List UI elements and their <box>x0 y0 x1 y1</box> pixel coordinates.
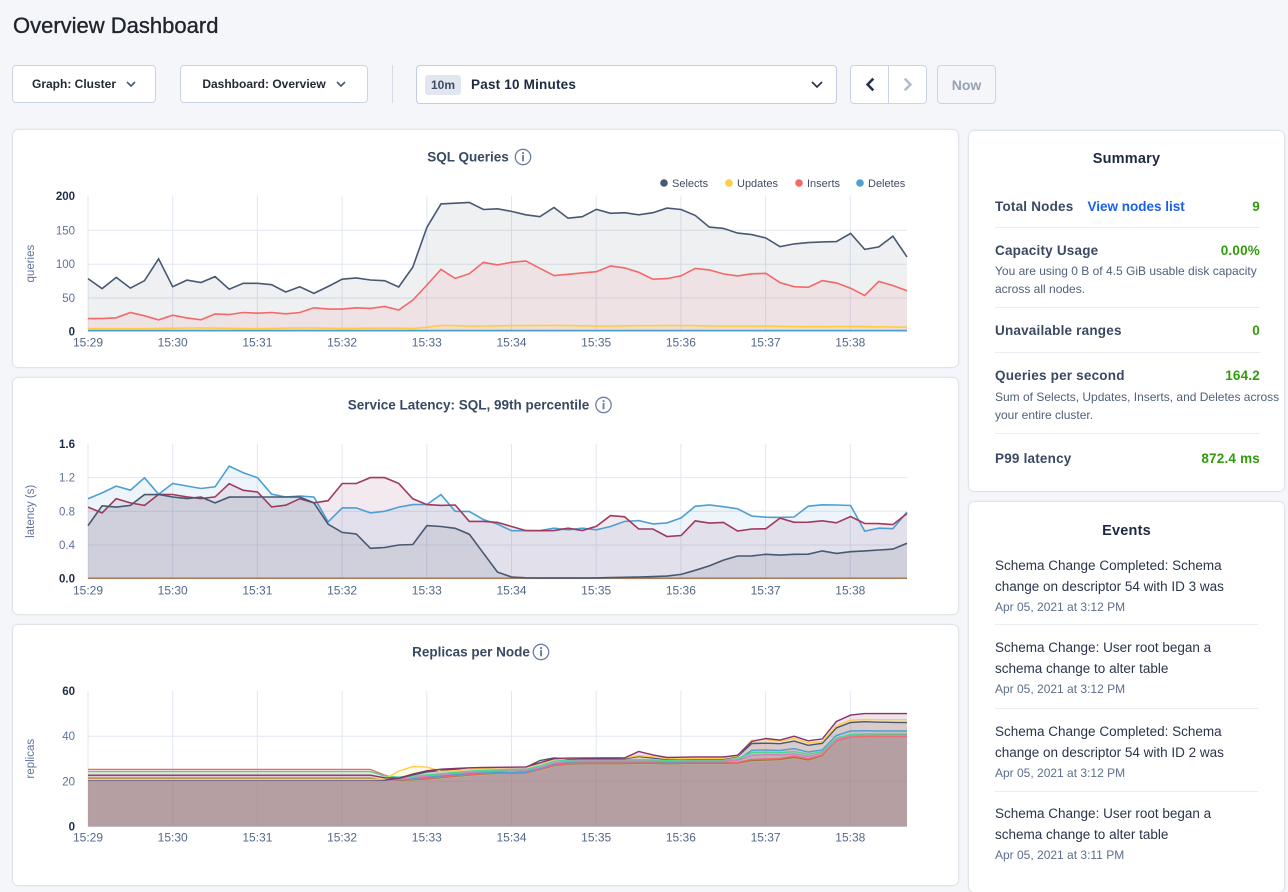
svg-text:replicas: replicas <box>25 739 37 779</box>
svg-text:15:35: 15:35 <box>581 831 611 845</box>
svg-text:15:38: 15:38 <box>835 831 865 845</box>
svg-text:15:31: 15:31 <box>242 584 272 598</box>
svg-text:0: 0 <box>69 822 75 834</box>
svg-text:15:29: 15:29 <box>73 336 103 350</box>
svg-text:queries: queries <box>25 244 37 282</box>
svg-text:1.6: 1.6 <box>59 439 75 451</box>
svg-text:15:32: 15:32 <box>327 336 357 350</box>
svg-text:15:36: 15:36 <box>666 831 696 845</box>
svg-text:15:30: 15:30 <box>158 336 188 350</box>
svg-text:15:37: 15:37 <box>751 831 781 845</box>
svg-text:15:36: 15:36 <box>666 336 696 350</box>
svg-text:40: 40 <box>62 731 75 743</box>
svg-text:1.2: 1.2 <box>59 473 75 485</box>
svg-text:15:29: 15:29 <box>73 584 103 598</box>
svg-text:15:35: 15:35 <box>581 336 611 350</box>
svg-text:0: 0 <box>69 327 75 339</box>
svg-text:15:34: 15:34 <box>496 336 526 350</box>
svg-text:15:29: 15:29 <box>73 831 103 845</box>
svg-text:15:36: 15:36 <box>666 584 696 598</box>
svg-text:15:38: 15:38 <box>835 584 865 598</box>
svg-text:15:33: 15:33 <box>412 584 442 598</box>
svg-text:15:37: 15:37 <box>751 584 781 598</box>
svg-text:15:34: 15:34 <box>496 584 526 598</box>
svg-text:15:34: 15:34 <box>496 831 526 845</box>
svg-text:0.4: 0.4 <box>59 540 76 552</box>
svg-text:200: 200 <box>56 191 75 203</box>
svg-text:15:33: 15:33 <box>412 336 442 350</box>
svg-text:Service Latency: SQL, 99th per: Service Latency: SQL, 99th percentile <box>348 398 590 413</box>
svg-text:15:30: 15:30 <box>158 584 188 598</box>
svg-text:Selects: Selects <box>672 178 709 190</box>
svg-text:60: 60 <box>62 686 75 698</box>
svg-text:15:37: 15:37 <box>751 336 781 350</box>
svg-text:Deletes: Deletes <box>868 178 906 190</box>
svg-text:100: 100 <box>56 259 75 271</box>
svg-text:SQL Queries: SQL Queries <box>427 150 509 165</box>
svg-text:15:32: 15:32 <box>327 584 357 598</box>
svg-text:Updates: Updates <box>737 178 778 190</box>
svg-text:15:31: 15:31 <box>242 336 272 350</box>
svg-text:0.0: 0.0 <box>59 574 75 586</box>
svg-text:15:33: 15:33 <box>412 831 442 845</box>
svg-text:15:35: 15:35 <box>581 584 611 598</box>
svg-text:15:30: 15:30 <box>158 831 188 845</box>
svg-text:15:31: 15:31 <box>242 831 272 845</box>
svg-text:150: 150 <box>56 225 75 237</box>
svg-text:Replicas per Node: Replicas per Node <box>412 645 530 660</box>
svg-text:0.8: 0.8 <box>59 506 75 518</box>
svg-text:latency (s): latency (s) <box>25 485 37 538</box>
svg-text:Inserts: Inserts <box>807 178 841 190</box>
svg-text:15:32: 15:32 <box>327 831 357 845</box>
svg-text:50: 50 <box>62 293 75 305</box>
svg-text:15:38: 15:38 <box>835 336 865 350</box>
svg-text:20: 20 <box>62 776 75 788</box>
